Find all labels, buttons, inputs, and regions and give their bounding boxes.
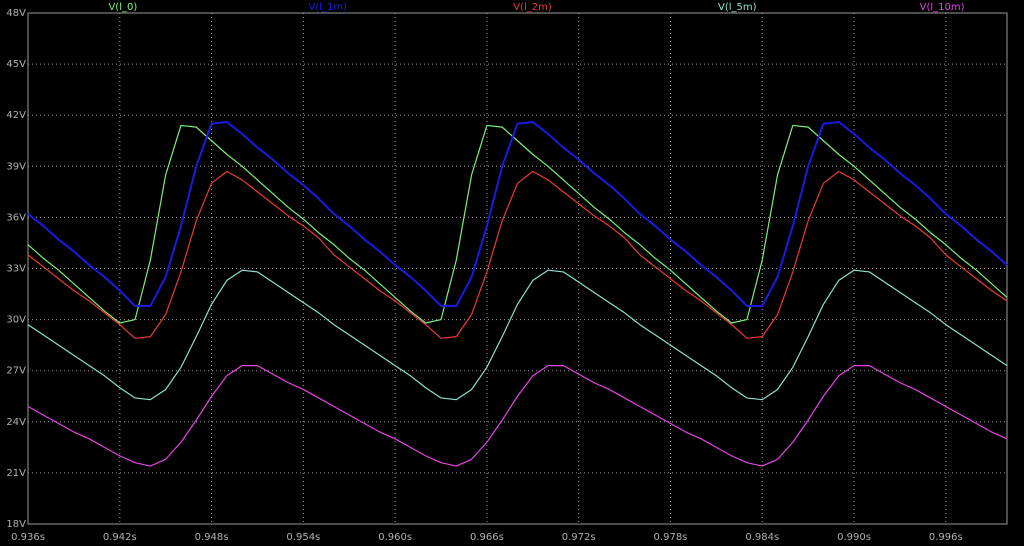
y-tick-label: 42V <box>6 110 26 121</box>
x-tick-label: 0.990s <box>837 532 871 543</box>
x-tick-label: 0.978s <box>654 532 688 543</box>
x-tick-label: 0.966s <box>470 532 504 543</box>
x-tick-label: 0.954s <box>286 532 320 543</box>
series-line <box>27 269 1008 401</box>
x-tick-label: 0.936s <box>11 532 45 543</box>
y-tick-label: 30V <box>6 315 26 326</box>
y-tick-label: 36V <box>6 212 26 223</box>
series-line <box>27 124 1008 324</box>
y-tick-label: 45V <box>6 59 26 70</box>
y-tick-label: 27V <box>6 366 26 377</box>
legend-entry: V(l_2m) <box>513 2 552 13</box>
y-tick-label: 33V <box>6 264 26 275</box>
x-tick-label: 0.996s <box>929 532 963 543</box>
y-tick-label: 21V <box>6 468 26 479</box>
legend-entry: V(l_0) <box>108 2 137 13</box>
legend-entry: V(l_5m) <box>718 2 757 13</box>
x-tick-label: 0.972s <box>562 532 596 543</box>
series-line <box>27 121 1008 307</box>
legend-entry: V(l_1m) <box>308 2 347 13</box>
y-tick-label: 39V <box>6 161 26 172</box>
series-line <box>27 364 1008 467</box>
x-tick-label: 0.984s <box>745 532 779 543</box>
series-line <box>27 170 1008 339</box>
y-tick-label: 24V <box>6 417 26 428</box>
x-tick-label: 0.948s <box>195 532 229 543</box>
plot-frame <box>27 12 1008 525</box>
x-tick-label: 0.942s <box>103 532 137 543</box>
x-tick-label: 0.960s <box>378 532 412 543</box>
y-tick-label: 18V <box>6 519 26 530</box>
legend-entry: V(l_10m) <box>920 2 965 13</box>
y-tick-label: 48V <box>6 8 26 19</box>
